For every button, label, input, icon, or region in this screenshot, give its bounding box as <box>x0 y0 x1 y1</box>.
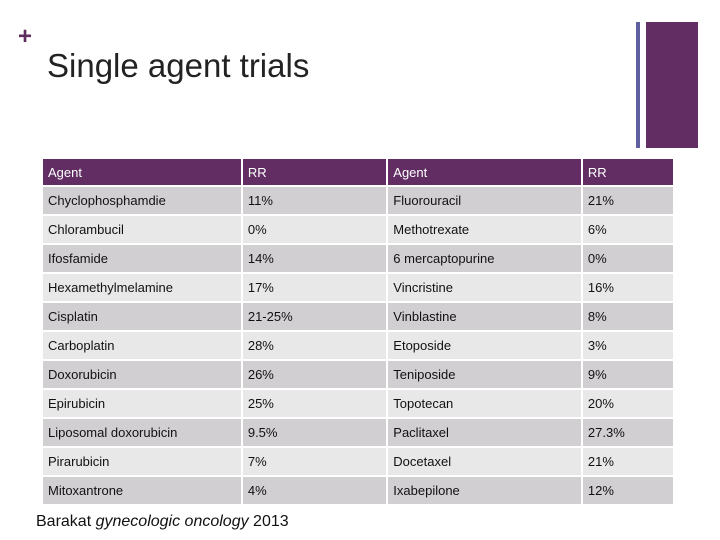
cell-rr-right: 3% <box>580 330 676 361</box>
cell-agent-left: Chlorambucil <box>41 214 243 245</box>
cell-rr-right: 6% <box>580 214 676 245</box>
cell-agent-right: Paclitaxel <box>386 417 583 448</box>
cell-agent-left: Pirarubicin <box>41 446 243 477</box>
cell-rr-right: 9% <box>580 359 676 390</box>
cell-rr-right: 21% <box>580 185 676 216</box>
cell-rr-right: 27.3% <box>580 417 676 448</box>
cell-agent-left: Cisplatin <box>41 301 243 332</box>
decor-bar-block <box>646 22 698 148</box>
decor-bar-thin <box>636 22 640 148</box>
cell-rr-right: 16% <box>580 272 676 303</box>
cell-agent-left: Doxorubicin <box>41 359 243 390</box>
cell-agent-right: Teniposide <box>386 359 583 390</box>
cell-agent-left: Mitoxantrone <box>41 475 243 506</box>
cell-agent-right: Etoposide <box>386 330 583 361</box>
cell-agent-right: Vincristine <box>386 272 583 303</box>
header-agent-left: Agent <box>41 157 243 187</box>
plus-mark: + <box>18 23 33 50</box>
cell-rr-left: 11% <box>240 185 389 216</box>
table-row: Liposomal doxorubicin 9.5% Paclitaxel 27.3% <box>41 417 676 448</box>
citation-author: Barakat <box>36 513 92 530</box>
citation-year: 2013 <box>253 513 289 530</box>
cell-rr-right: 12% <box>580 475 676 506</box>
cell-rr-left: 9.5% <box>240 417 389 448</box>
table-row: Cisplatin 21-25% Vinblastine 8% <box>41 301 676 332</box>
citation: Barakat gynecologic oncology 2013 <box>36 512 289 532</box>
cell-agent-right: 6 mercaptopurine <box>386 243 583 274</box>
cell-rr-left: 25% <box>240 388 389 419</box>
table-row: Epirubicin 25% Topotecan 20% <box>41 388 676 419</box>
cell-agent-left: Hexamethylmelamine <box>41 272 243 303</box>
cell-agent-left: Liposomal doxorubicin <box>41 417 243 448</box>
cell-rr-left: 14% <box>240 243 389 274</box>
cell-agent-left: Carboplatin <box>41 330 243 361</box>
table-header-row: Agent RR Agent RR <box>41 157 676 187</box>
cell-rr-left: 0% <box>240 214 389 245</box>
table-row: Chyclophosphamdie 11% Fluorouracil 21% <box>41 185 676 216</box>
cell-agent-left: Chyclophosphamdie <box>41 185 243 216</box>
cell-rr-left: 17% <box>240 272 389 303</box>
table-row: Pirarubicin 7% Docetaxel 21% <box>41 446 676 477</box>
table-row: Mitoxantrone 4% Ixabepilone 12% <box>41 475 676 506</box>
cell-rr-right: 0% <box>580 243 676 274</box>
table-row: Carboplatin 28% Etoposide 3% <box>41 330 676 361</box>
cell-rr-right: 20% <box>580 388 676 419</box>
header-rr-right: RR <box>580 157 676 187</box>
cell-rr-left: 21-25% <box>240 301 389 332</box>
cell-agent-right: Methotrexate <box>386 214 583 245</box>
cell-agent-left: Epirubicin <box>41 388 243 419</box>
table-row: Hexamethylmelamine 17% Vincristine 16% <box>41 272 676 303</box>
cell-agent-right: Fluorouracil <box>386 185 583 216</box>
cell-rr-left: 7% <box>240 446 389 477</box>
cell-agent-left: Ifosfamide <box>41 243 243 274</box>
cell-rr-right: 8% <box>580 301 676 332</box>
cell-agent-right: Ixabepilone <box>386 475 583 506</box>
header-rr-left: RR <box>240 157 389 187</box>
slide-title: Single agent trials <box>47 47 310 84</box>
table-row: Ifosfamide 14% 6 mercaptopurine 0% <box>41 243 676 274</box>
header-agent-right: Agent <box>386 157 583 187</box>
table-row: Chlorambucil 0% Methotrexate 6% <box>41 214 676 245</box>
cell-agent-right: Docetaxel <box>386 446 583 477</box>
single-agent-table: Agent RR Agent RR Chyclophosphamdie 11% Fl… <box>41 157 676 506</box>
cell-rr-left: 28% <box>240 330 389 361</box>
cell-rr-right: 21% <box>580 446 676 477</box>
cell-rr-left: 26% <box>240 359 389 390</box>
cell-agent-right: Topotecan <box>386 388 583 419</box>
table-row: Doxorubicin 26% Teniposide 9% <box>41 359 676 390</box>
cell-agent-right: Vinblastine <box>386 301 583 332</box>
citation-source: gynecologic oncology <box>95 513 249 530</box>
cell-rr-left: 4% <box>240 475 389 506</box>
